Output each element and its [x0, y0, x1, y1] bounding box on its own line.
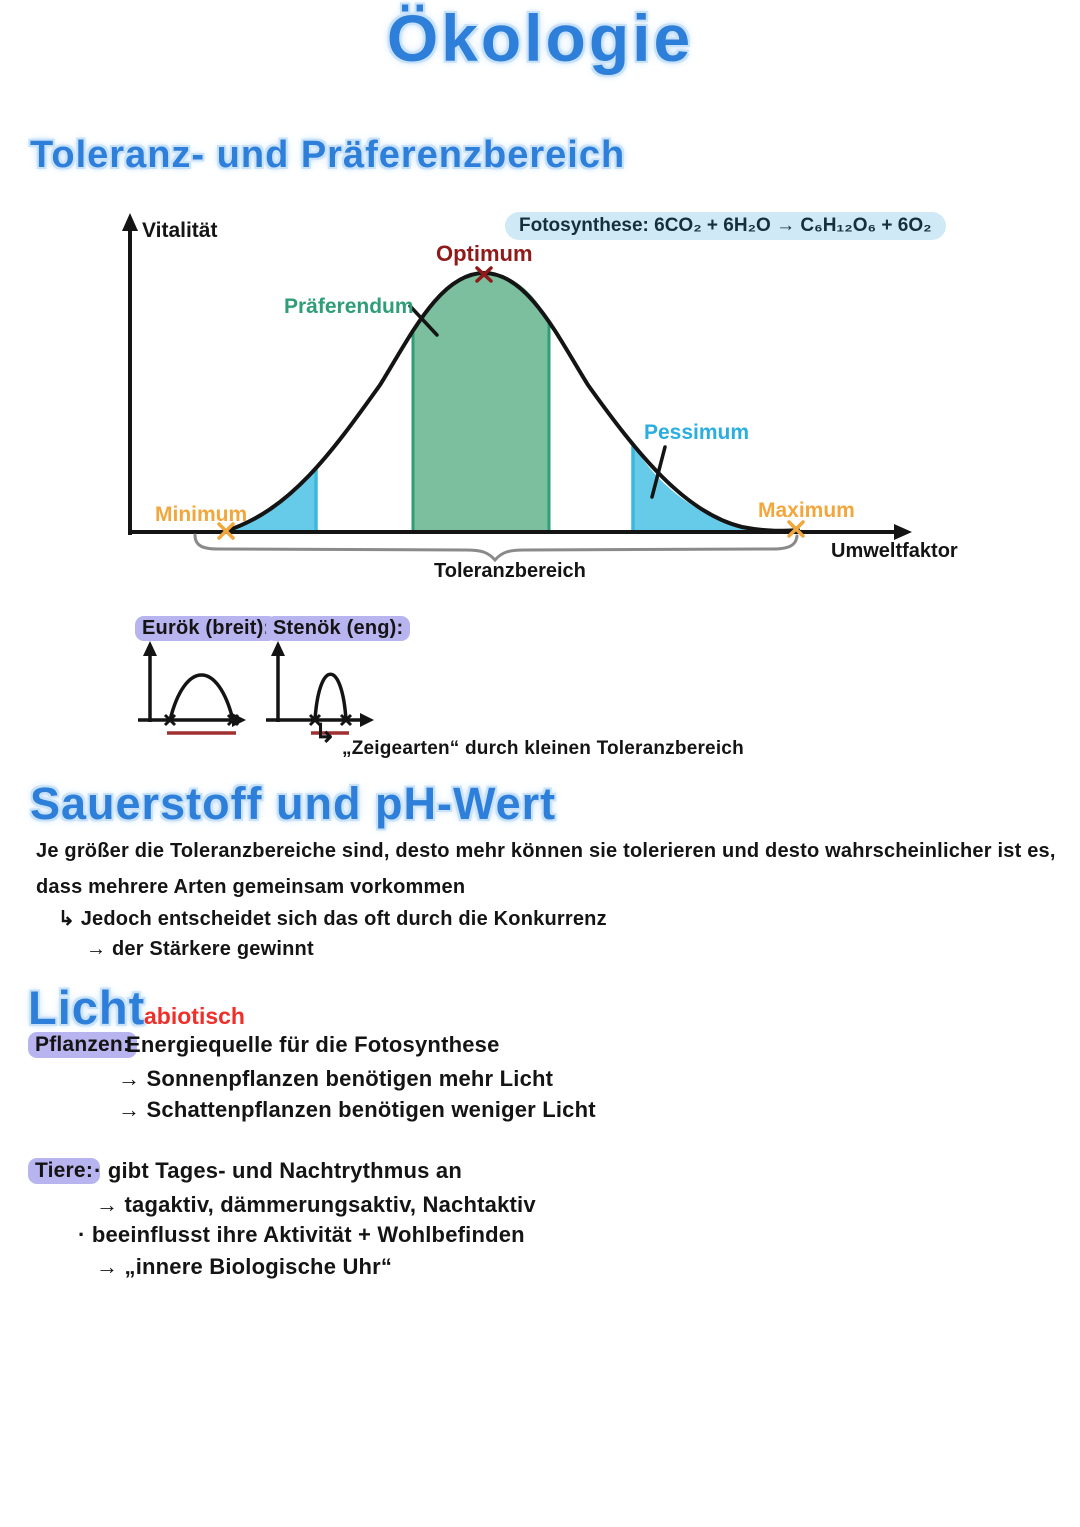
tiere-bullet: · beeinflusst ihre Aktivität + Wohlbefin…	[78, 1222, 525, 1247]
stenoek-label: Stenök (eng):	[266, 616, 411, 641]
pflanzen-label: Pflanzen:	[28, 1032, 138, 1058]
y-axis-label: Vitalität	[142, 219, 217, 242]
sauerstoff-line: Je größer die Toleranzbereiche sind, des…	[36, 840, 1056, 862]
right-pessimum-area	[633, 445, 794, 531]
praeferendum-pointer	[408, 304, 439, 337]
tolerance-curve-diagram: Vitalität Umweltfaktor Optimum Präferend…	[122, 213, 958, 582]
maximum-x-mark	[787, 520, 805, 538]
minimum-label: Minimum	[155, 503, 247, 526]
mini1-broad-curve	[168, 673, 235, 721]
pflanzen-intro: Energiequelle für die Fotosynthese	[126, 1032, 500, 1057]
mini1-right-x-mark	[226, 713, 240, 727]
pflanzen-bullet: → Schattenpflanzen benötigen weniger Lic…	[118, 1097, 596, 1122]
mini1-y-arrow-icon	[143, 641, 157, 656]
section-heading-sauerstoff: Sauerstoff und pH-Wert	[30, 778, 557, 829]
zeigearten-note: „Zeigearten“ durch kleinen Toleranzberei…	[342, 738, 744, 759]
maximum-label: Maximum	[758, 499, 855, 522]
mini2-x-arrow-icon	[360, 713, 374, 727]
mini-tolerance-diagrams	[138, 641, 374, 735]
praeferendum-area	[413, 273, 549, 531]
mini2-y-arrow-icon	[271, 641, 285, 656]
x-axis-arrow-icon	[894, 524, 912, 540]
page-subtitle: Toleranz- und Präferenzbereich	[30, 134, 626, 176]
x-axis-label: Umweltfaktor	[831, 540, 958, 562]
sauerstoff-line: → der Stärkere gewinnt	[86, 938, 314, 960]
minimum-x-mark	[217, 522, 235, 540]
sauerstoff-line: ↳ Jedoch entscheidet sich das oft durch …	[58, 908, 607, 930]
tolerance-range-brace	[193, 533, 799, 563]
pflanzen-bullet: → Sonnenpflanzen benötigen mehr Licht	[118, 1066, 554, 1091]
tolerance-range-label: Toleranzbereich	[434, 560, 586, 582]
tiere-bullet: → „innere Biologische Uhr“	[96, 1254, 393, 1279]
euryoek-label: Eurök (breit):	[135, 616, 278, 641]
optimum-x-mark	[475, 266, 493, 283]
praeferendum-label: Präferendum	[284, 295, 414, 318]
tiere-label: Tiere:	[28, 1158, 101, 1184]
mini1-left-x-mark	[163, 713, 177, 727]
y-axis-arrow-icon	[122, 213, 138, 231]
page-title: Ökologie	[386, 1, 694, 75]
mini2-right-x-mark	[339, 713, 353, 727]
tiere-bullet: → tagaktiv, dämmerungsaktiv, Nachtaktiv	[96, 1192, 536, 1217]
optimum-label: Optimum	[436, 241, 533, 266]
mini2-narrow-curve	[313, 672, 348, 721]
pessimum-label: Pessimum	[644, 421, 749, 444]
zeigearten-arrow-icon: ↳	[314, 718, 336, 748]
pessimum-pointer	[650, 445, 667, 499]
left-pessimum-area	[226, 469, 316, 531]
mini2-left-x-mark	[308, 713, 322, 727]
photosynthesis-formula: Fotosynthese: 6CO₂ + 6H₂O → C₆H₁₂O₆ + 6O…	[505, 212, 946, 240]
abiotisch-tag: abiotisch	[144, 1003, 245, 1029]
section-heading-licht: Licht	[28, 981, 146, 1034]
sauerstoff-line: dass mehrere Arten gemeinsam vorkommen	[36, 876, 466, 898]
tolerance-bell-curve	[224, 270, 800, 533]
tiere-intro: · gibt Tages- und Nachtrythmus an	[94, 1158, 462, 1183]
